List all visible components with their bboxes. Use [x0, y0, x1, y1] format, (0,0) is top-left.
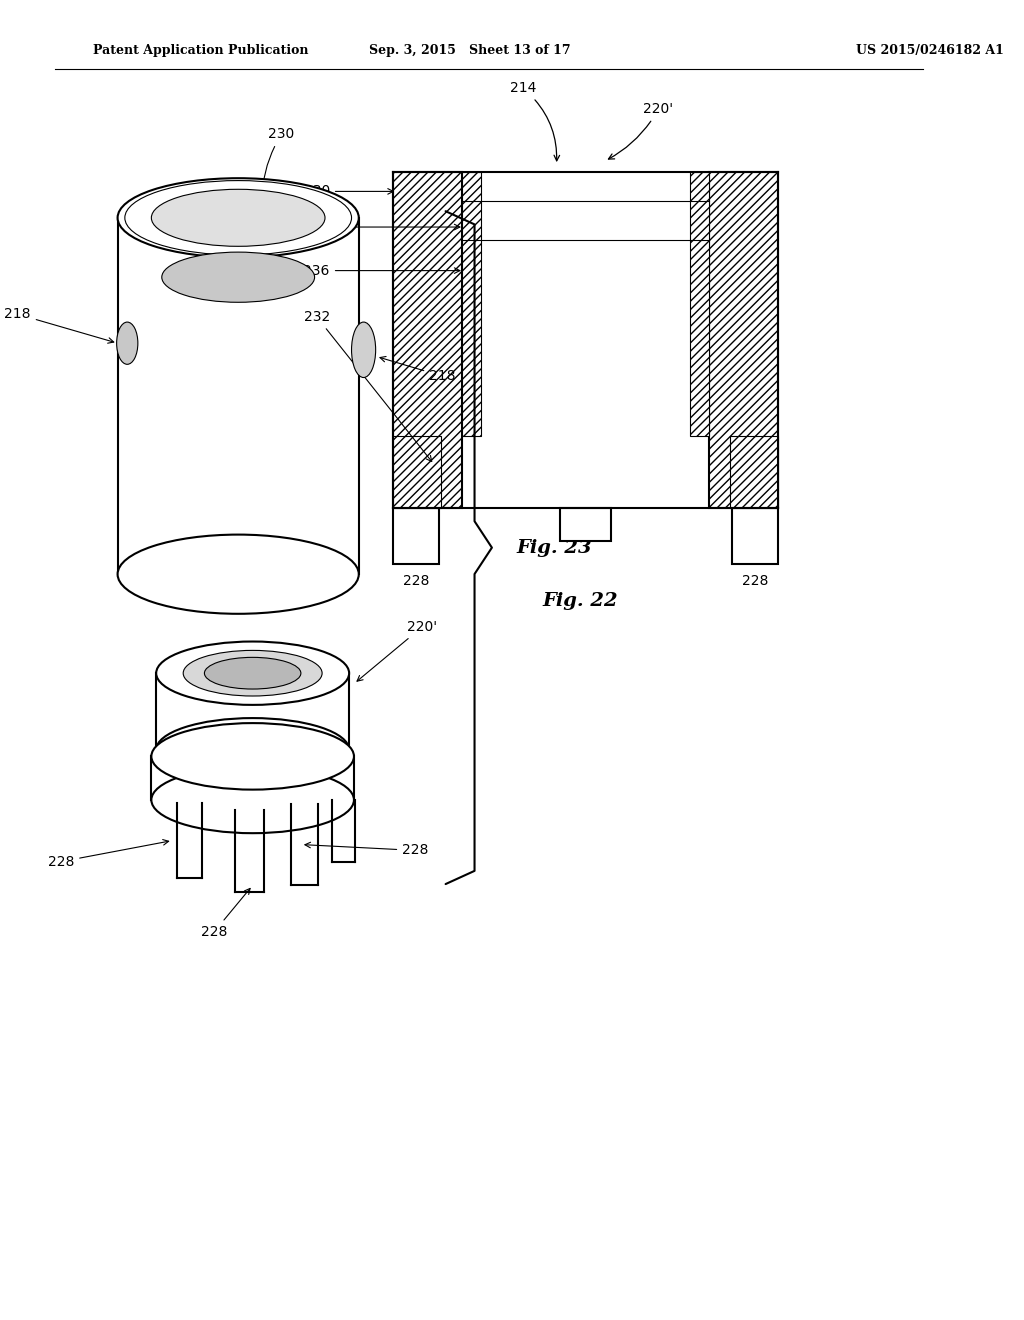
Text: 228: 228	[48, 840, 169, 869]
Ellipse shape	[157, 718, 349, 781]
Bar	[462, 172, 481, 436]
Text: 228: 228	[305, 842, 429, 858]
Ellipse shape	[157, 642, 349, 705]
Text: 230: 230	[259, 127, 295, 198]
Bar	[690, 172, 709, 436]
Text: 228: 228	[201, 888, 250, 939]
Bar	[392, 172, 778, 508]
Bar	[730, 436, 778, 508]
Text: US 2015/0246182 A1: US 2015/0246182 A1	[856, 44, 1004, 57]
Text: 232: 232	[303, 220, 460, 234]
Bar	[709, 172, 778, 508]
Text: 220': 220'	[608, 102, 674, 160]
Bar	[560, 508, 610, 541]
Ellipse shape	[183, 651, 323, 696]
Text: 236: 236	[303, 264, 460, 277]
Text: 228: 228	[402, 574, 429, 587]
Bar	[462, 172, 709, 508]
Ellipse shape	[117, 322, 138, 364]
Text: Fig. 22: Fig. 22	[543, 591, 618, 610]
Ellipse shape	[125, 181, 351, 255]
Text: Sep. 3, 2015   Sheet 13 of 17: Sep. 3, 2015 Sheet 13 of 17	[369, 44, 570, 57]
Text: Fig. 23: Fig. 23	[516, 539, 592, 557]
Text: 228: 228	[742, 574, 768, 587]
Bar	[392, 508, 439, 564]
Bar	[709, 172, 778, 508]
Text: 232: 232	[303, 310, 432, 462]
Ellipse shape	[162, 252, 314, 302]
Ellipse shape	[152, 723, 354, 789]
Ellipse shape	[351, 322, 376, 378]
Ellipse shape	[118, 178, 358, 257]
Bar	[732, 508, 778, 564]
Ellipse shape	[118, 535, 358, 614]
Bar	[730, 436, 778, 508]
Text: 220': 220'	[357, 620, 437, 681]
Ellipse shape	[152, 189, 325, 247]
Bar	[392, 436, 441, 508]
Bar	[690, 172, 709, 436]
Text: 218: 218	[380, 356, 456, 383]
Ellipse shape	[205, 657, 301, 689]
Bar	[462, 172, 481, 436]
Text: 230: 230	[303, 185, 393, 198]
Text: 214: 214	[510, 81, 559, 161]
Ellipse shape	[152, 767, 354, 833]
Text: 218: 218	[4, 308, 114, 343]
Bar	[392, 172, 462, 508]
Bar	[392, 172, 462, 508]
Bar	[392, 436, 441, 508]
Text: Patent Application Publication: Patent Application Publication	[93, 44, 309, 57]
